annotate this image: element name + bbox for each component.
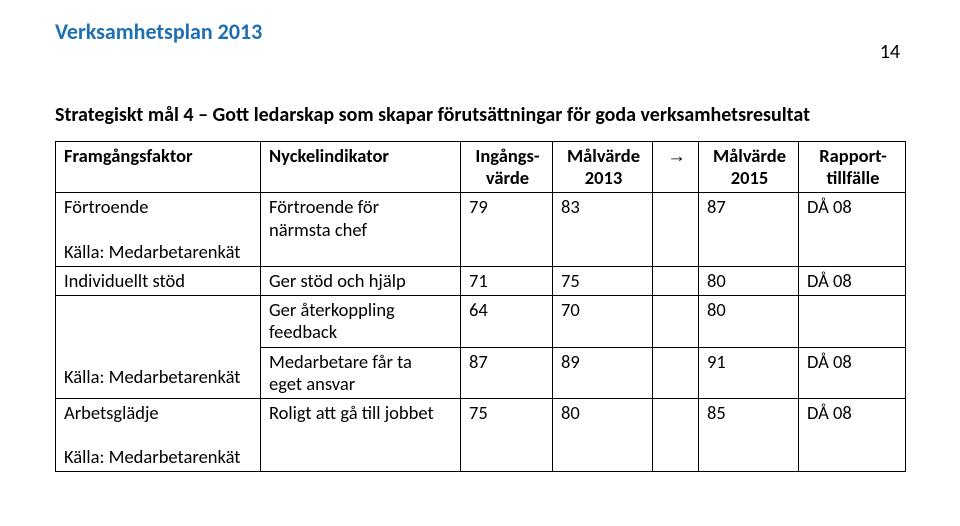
- col-arrow: →: [653, 142, 699, 193]
- header-line: 2013: [585, 166, 623, 189]
- cell-arrow: [653, 266, 699, 295]
- cell-mal13: 83: [553, 193, 653, 267]
- cell-mal15: 87: [699, 193, 799, 267]
- header-line: 2015: [731, 166, 769, 189]
- col-ingangsvarde: Ingångs- värde: [461, 142, 553, 193]
- cell-mal13: 89: [553, 347, 653, 398]
- header-line: Målvärde: [713, 144, 786, 167]
- cell-mal13: 70: [553, 296, 653, 347]
- cell-indikator: Roligt att gå till jobbet: [261, 398, 461, 472]
- cell-line: Ger stöd och hjälp: [269, 269, 406, 292]
- cell-line: Medarbetare får ta: [269, 350, 412, 373]
- cell-line: feedback: [269, 320, 337, 343]
- table-row: Arbetsglädje Källa: Medarbetarenkät Roli…: [56, 398, 906, 472]
- cell-indikator: Medarbetare får ta eget ansvar: [261, 347, 461, 398]
- cell-indikator: Ger återkoppling feedback: [261, 296, 461, 347]
- cell-line: Förtroende för: [269, 195, 379, 218]
- cell-line: Källa: Medarbetarenkät: [64, 365, 240, 388]
- cell-arrow: [653, 347, 699, 398]
- cell-line: Ger återkoppling: [269, 298, 395, 321]
- cell-mal15: 91: [699, 347, 799, 398]
- cell-mal13: 80: [553, 398, 653, 472]
- cell-framgang: Individuellt stöd: [56, 266, 261, 295]
- table-header-row: Framgångsfaktor Nyckelindikator Ingångs-…: [56, 142, 906, 193]
- page-number: 14: [880, 40, 900, 64]
- cell-rapport: DÅ 08: [799, 193, 906, 267]
- cell-indikator: Ger stöd och hjälp: [261, 266, 461, 295]
- cell-mal15: 80: [699, 266, 799, 295]
- cell-arrow: [653, 296, 699, 347]
- cell-line: Arbetsglädje: [64, 401, 159, 424]
- col-framgangsfaktor: Framgångsfaktor: [56, 142, 261, 193]
- doc-title: Verksamhetsplan 2013: [55, 18, 905, 45]
- cell-line: närmsta chef: [269, 218, 367, 241]
- cell-framgang: Källa: Medarbetarenkät: [56, 296, 261, 399]
- header-line: Målvärde: [567, 144, 640, 167]
- col-rapporttillfalle: Rapport- tillfälle: [799, 142, 906, 193]
- cell-line: Individuellt stöd: [64, 269, 185, 292]
- cell-arrow: [653, 193, 699, 267]
- cell-framgang: Förtroende Källa: Medarbetarenkät: [56, 193, 261, 267]
- col-nyckelindikator: Nyckelindikator: [261, 142, 461, 193]
- header-line: tillfälle: [826, 166, 879, 189]
- cell-ingang: 71: [461, 266, 553, 295]
- cell-rapport: DÅ 08: [799, 398, 906, 472]
- cell-line: Roligt att gå till jobbet: [269, 401, 434, 424]
- cell-line: Källa: Medarbetarenkät: [64, 445, 240, 468]
- cell-rapport: [799, 296, 906, 347]
- cell-line: eget ansvar: [269, 372, 355, 395]
- col-malvarde-2015: Målvärde 2015: [699, 142, 799, 193]
- table-row: Förtroende Källa: Medarbetarenkät Förtro…: [56, 193, 906, 267]
- cell-line: Förtroende: [64, 195, 148, 218]
- header-line: värde: [486, 166, 529, 189]
- cell-rapport: DÅ 08: [799, 266, 906, 295]
- cell-mal15: 80: [699, 296, 799, 347]
- cell-ingang: 87: [461, 347, 553, 398]
- cell-rapport: DÅ 08: [799, 347, 906, 398]
- cell-mal15: 85: [699, 398, 799, 472]
- cell-indikator: Förtroende för närmsta chef: [261, 193, 461, 267]
- header-line: Ingångs-: [475, 144, 539, 167]
- cell-mal13: 75: [553, 266, 653, 295]
- cell-ingang: 75: [461, 398, 553, 472]
- cell-ingang: 79: [461, 193, 553, 267]
- table-row: Individuellt stöd Ger stöd och hjälp 71 …: [56, 266, 906, 295]
- table-row: Källa: Medarbetarenkät Ger återkoppling …: [56, 296, 906, 347]
- header-line: Rapport-: [819, 144, 887, 167]
- cell-line: Källa: Medarbetarenkät: [64, 240, 240, 263]
- section-heading: Strategiskt mål 4 – Gott ledarskap som s…: [55, 103, 905, 127]
- indicator-table: Framgångsfaktor Nyckelindikator Ingångs-…: [55, 141, 906, 472]
- col-malvarde-2013: Målvärde 2013: [553, 142, 653, 193]
- cell-arrow: [653, 398, 699, 472]
- cell-framgang: Arbetsglädje Källa: Medarbetarenkät: [56, 398, 261, 472]
- cell-ingang: 64: [461, 296, 553, 347]
